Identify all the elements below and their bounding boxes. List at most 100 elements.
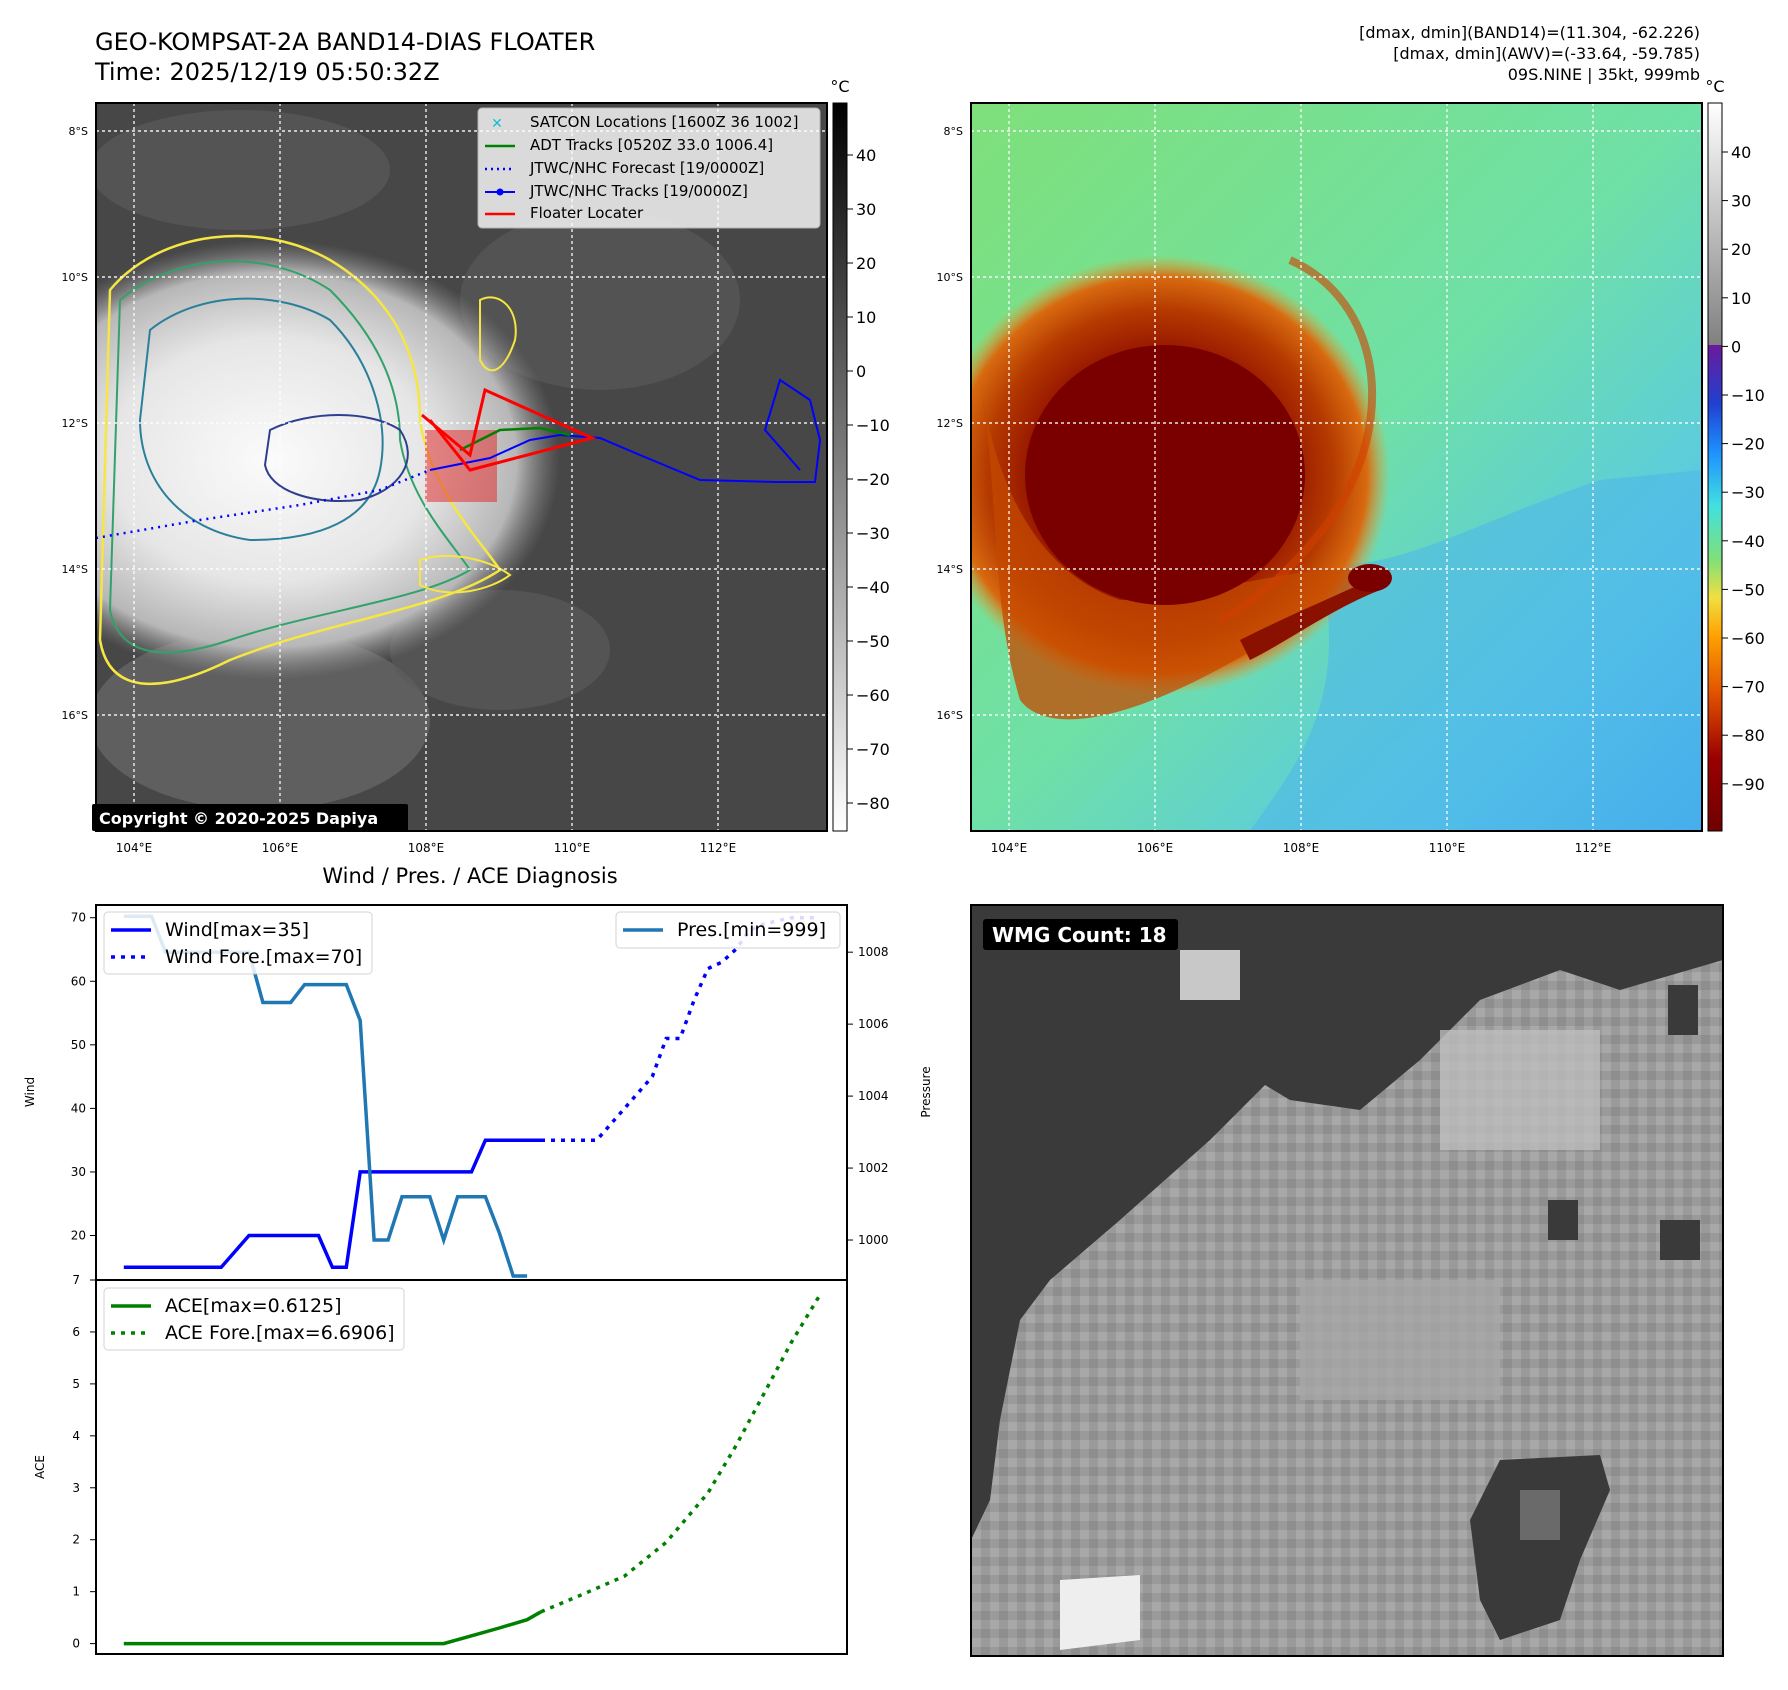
ir-colorbar-unit: °C xyxy=(830,77,849,96)
pressure-ytick: 1008 xyxy=(858,945,889,959)
lat-label: 8°S xyxy=(944,125,963,138)
ir-lon-labels: 104°E 106°E 108°E 110°E 112°E xyxy=(116,841,737,855)
wind-ytick: 60 xyxy=(71,974,86,988)
enh-colorbar-tick: −70 xyxy=(1731,678,1765,697)
ir-colorbar-tick: −10 xyxy=(856,416,890,435)
lat-label: 16°S xyxy=(937,709,963,722)
lon-label: 112°E xyxy=(700,841,737,855)
enhanced-map-panel: 8°S 10°S 12°S 14°S 16°S 104°E 106°E 108°… xyxy=(937,77,1765,855)
diag-title: Wind / Pres. / ACE Diagnosis xyxy=(322,864,617,888)
ir-map-panel: ✕ SATCON Locations [1600Z 36 1002] ADT T… xyxy=(62,77,890,855)
enh-colorbar-tick: 30 xyxy=(1731,192,1751,211)
ace-ytick: 2 xyxy=(72,1533,80,1547)
lon-label: 110°E xyxy=(554,841,591,855)
copyright-box xyxy=(92,804,408,831)
info-line1: [dmax, dmin](BAND14)=(11.304, -62.226) xyxy=(1359,23,1700,42)
wind-ytick: 40 xyxy=(71,1101,86,1115)
enh-colorbar-tick: −80 xyxy=(1731,726,1765,745)
pressure-ytick: 1000 xyxy=(858,1233,889,1247)
ir-colorbar-tick: −50 xyxy=(856,632,890,651)
enh-colorbar-tick: 40 xyxy=(1731,143,1751,162)
wmg-count: WMG Count: 18 xyxy=(992,923,1167,947)
ir-colorbar-tick: 10 xyxy=(856,308,876,327)
wind-ytick: 20 xyxy=(71,1229,86,1243)
legend-adt: ADT Tracks [0520Z 33.0 1006.4] xyxy=(530,136,773,154)
lon-label: 112°E xyxy=(1575,841,1612,855)
enh-colorbar-tick: −30 xyxy=(1731,483,1765,502)
lat-label: 16°S xyxy=(62,709,88,722)
map-legend: ✕ SATCON Locations [1600Z 36 1002] ADT T… xyxy=(477,107,821,229)
lon-label: 106°E xyxy=(262,841,299,855)
ace-series xyxy=(123,1610,542,1646)
legend-forecast: JTWC/NHC Forecast [19/0000Z] xyxy=(529,159,764,177)
legend-pressure: Pres.[min=999] xyxy=(677,919,826,941)
lat-label: 10°S xyxy=(937,271,963,284)
enh-colorbar-unit: °C xyxy=(1705,77,1724,96)
enh-colorbar-tick: −50 xyxy=(1731,580,1765,599)
ir-colorbar-tick: 20 xyxy=(856,254,876,273)
enh-lat-labels: 8°S 10°S 12°S 14°S 16°S xyxy=(937,125,963,722)
pressure-ytick: 1004 xyxy=(858,1089,889,1103)
lon-label: 106°E xyxy=(1137,841,1174,855)
ace-ylabel: ACE xyxy=(33,1455,47,1479)
lat-label: 10°S xyxy=(62,271,88,284)
ace-ytick: 3 xyxy=(72,1481,80,1495)
lat-label: 14°S xyxy=(937,563,963,576)
ace-forecast-series xyxy=(540,1295,821,1614)
ace-legend: ACE[max=0.6125] ACE Fore.[max=6.6906] xyxy=(103,1287,405,1351)
info-line3: 09S.NINE | 35kt, 999mb xyxy=(1508,65,1700,84)
wind-ylabel: Wind xyxy=(23,1077,37,1107)
ace-ytick: 6 xyxy=(72,1325,80,1339)
lat-label: 12°S xyxy=(62,417,88,430)
enh-colorbar-tick: 20 xyxy=(1731,240,1751,259)
legend-ace: ACE[max=0.6125] xyxy=(165,1295,342,1317)
ace-ytick: 4 xyxy=(72,1429,80,1443)
wind-ytick: 70 xyxy=(71,911,86,925)
enh-colorbar: °C 40 30 20 10 0 −10 −20 −30 −40 −50 −60 −70 −80 −90 xyxy=(1705,77,1765,832)
enh-colorbar-tick: −60 xyxy=(1731,629,1765,648)
wmg-panel: WMG Count: 18 xyxy=(970,904,1724,1657)
lon-label: 108°E xyxy=(1283,841,1320,855)
lon-label: 104°E xyxy=(991,841,1028,855)
ir-colorbar-tick: −60 xyxy=(856,686,890,705)
enh-colorbar-tick: −40 xyxy=(1731,532,1765,551)
copyright: Copyright © 2020-2025 Dapiya xyxy=(99,809,378,828)
ace-ytick: 7 xyxy=(72,1273,80,1287)
ir-colorbar-tick: 30 xyxy=(856,200,876,219)
pressure-ytick: 1006 xyxy=(858,1017,889,1031)
legend-wind-forecast: Wind Fore.[max=70] xyxy=(165,946,362,968)
lon-label: 104°E xyxy=(116,841,153,855)
enh-colorbar-tick: −20 xyxy=(1731,435,1765,454)
ace-ytick: 5 xyxy=(72,1377,80,1391)
enh-colorbar-tick: 10 xyxy=(1731,289,1751,308)
ir-colorbar-tick: −80 xyxy=(856,794,890,813)
pressure-legend: Pres.[min=999] xyxy=(615,911,841,949)
ir-colorbar-tick: 40 xyxy=(856,146,876,165)
satcon-marker-icon: ✕ xyxy=(491,116,503,132)
pressure-ylabel: Pressure xyxy=(919,1066,933,1117)
legend-floater: Floater Locater xyxy=(530,204,644,222)
lon-label: 110°E xyxy=(1429,841,1466,855)
enh-colorbar-tick: −10 xyxy=(1731,386,1765,405)
legend-satcon: SATCON Locations [1600Z 36 1002] xyxy=(530,113,798,131)
title-line2: Time: 2025/12/19 05:50:32Z xyxy=(94,58,440,86)
wind-ytick: 30 xyxy=(71,1165,86,1179)
wind-legend: Wind[max=35] Wind Fore.[max=70] xyxy=(103,911,373,975)
legend-tracks: JTWC/NHC Tracks [19/0000Z] xyxy=(529,182,748,200)
info-line2: [dmax, dmin](AWV)=(-33.64, -59.785) xyxy=(1393,44,1700,63)
ir-colorbar-tick: −30 xyxy=(856,524,890,543)
wind-ytick: 50 xyxy=(71,1038,86,1052)
title-line1: GEO-KOMPSAT-2A BAND14-DIAS FLOATER xyxy=(95,28,595,56)
legend-ace-forecast: ACE Fore.[max=6.6906] xyxy=(165,1322,395,1344)
enh-colorbar-tick: −90 xyxy=(1731,775,1765,794)
ir-colorbar-tick: 0 xyxy=(856,362,866,381)
ir-lat-labels: 8°S 10°S 12°S 14°S 16°S xyxy=(62,125,88,722)
enh-colorbar-tick: 0 xyxy=(1731,337,1741,356)
lon-label: 108°E xyxy=(408,841,445,855)
lat-label: 14°S xyxy=(62,563,88,576)
ir-colorbar-tick: −40 xyxy=(856,578,890,597)
enh-lon-labels: 104°E 106°E 108°E 110°E 112°E xyxy=(991,841,1612,855)
legend-wind: Wind[max=35] xyxy=(165,919,309,941)
lat-label: 12°S xyxy=(937,417,963,430)
